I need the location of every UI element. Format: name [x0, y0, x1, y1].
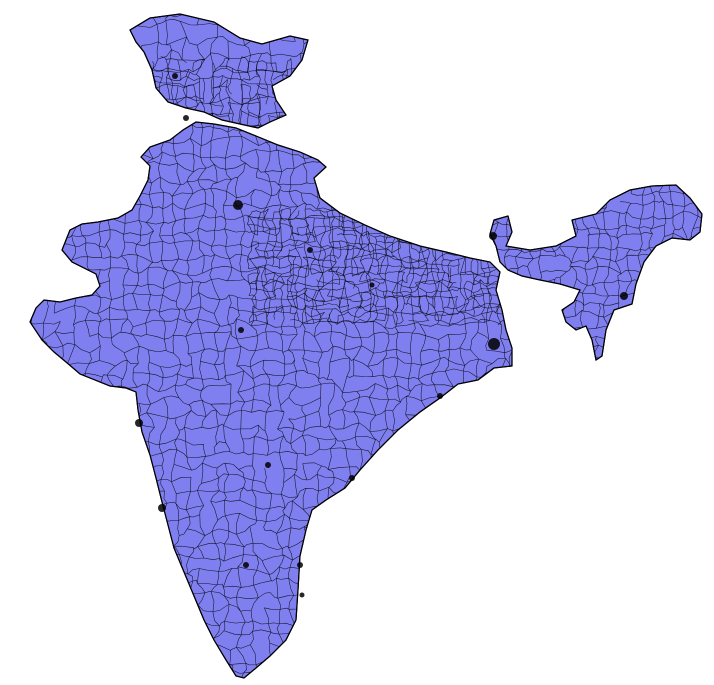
city-cluster — [307, 247, 313, 253]
city-cluster — [349, 475, 355, 481]
northeast-region — [489, 184, 703, 361]
city-cluster — [135, 419, 143, 427]
city-cluster — [243, 562, 249, 568]
city-cluster — [369, 282, 375, 288]
city-cluster — [183, 115, 189, 121]
city-cluster — [299, 592, 305, 598]
mainland-region — [29, 121, 513, 679]
city-cluster — [238, 327, 244, 333]
city-cluster — [489, 232, 497, 240]
city-cluster — [233, 200, 243, 210]
subdivision-boundary-lines — [147, 56, 298, 128]
city-cluster — [172, 73, 178, 79]
city-cluster — [488, 338, 500, 350]
north-outline — [129, 13, 309, 129]
city-cluster — [620, 292, 628, 300]
ne-outline — [489, 184, 703, 361]
city-cluster — [265, 462, 271, 468]
main-outline — [29, 121, 513, 679]
